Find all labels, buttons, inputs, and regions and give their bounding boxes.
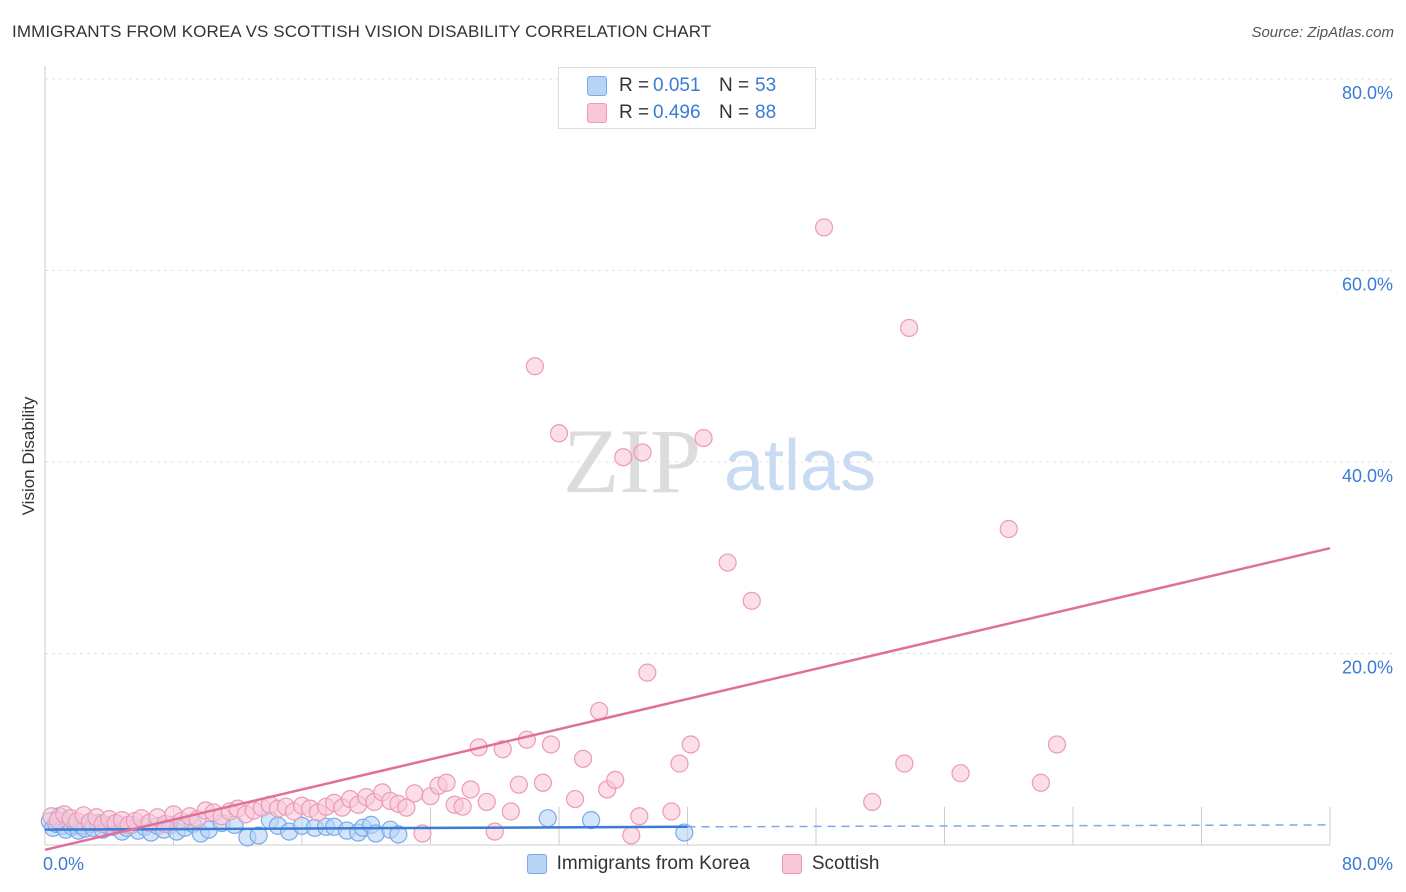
- legend-swatch-scottish: [781, 854, 802, 874]
- y-tick-labels: 20.0% 40.0% 60.0% 80.0%: [1342, 83, 1393, 678]
- scottish-trend-line: [44, 546, 1331, 852]
- scottish-point: [742, 591, 761, 610]
- scottish-point: [573, 749, 593, 768]
- scottish-point: [485, 822, 504, 841]
- scottish-n-label: N =: [719, 102, 750, 123]
- scottish-point: [606, 770, 625, 789]
- korea-r-value: 0.051: [653, 75, 701, 96]
- scottish-point: [517, 730, 536, 749]
- grid-lines: [45, 78, 1393, 654]
- scottish-point: [814, 218, 834, 237]
- korea-trend-extension: [687, 824, 1331, 828]
- scottish-point: [533, 773, 553, 792]
- scottish-point: [501, 802, 520, 821]
- scottish-point: [549, 424, 569, 443]
- watermark: ZIP atlas: [563, 410, 876, 512]
- series-legend: Immigrants from Korea Scottish: [0, 850, 1406, 878]
- korea-swatch: [587, 76, 607, 96]
- trend-lines: [44, 546, 1331, 852]
- scottish-point: [541, 735, 561, 754]
- chart-title: IMMIGRANTS FROM KOREA VS SCOTTISH VISION…: [12, 22, 712, 41]
- scatter-points: [40, 218, 1067, 847]
- scottish-point: [633, 443, 652, 462]
- korea-n-label: N =: [719, 75, 750, 96]
- scottish-point: [694, 428, 713, 448]
- y-tick-label: 60.0%: [1342, 275, 1393, 295]
- y-tick-label: 40.0%: [1342, 466, 1393, 486]
- y-tick-label: 20.0%: [1342, 658, 1393, 678]
- scottish-point: [405, 784, 424, 803]
- scottish-point: [493, 740, 512, 759]
- scottish-point: [900, 318, 919, 338]
- scottish-point: [670, 754, 689, 773]
- korea-point: [249, 826, 268, 845]
- scottish-swatch: [587, 103, 607, 123]
- scottish-point: [397, 798, 416, 817]
- x-tick-label-max: 80.0%: [1342, 854, 1393, 874]
- x-tick-label-min: 0.0%: [43, 854, 84, 874]
- legend-label-korea: Immigrants from Korea: [556, 853, 750, 874]
- scottish-point: [1047, 735, 1067, 754]
- scottish-point: [1031, 773, 1050, 792]
- korea-point: [538, 809, 557, 828]
- scottish-n-value: 88: [755, 102, 777, 123]
- korea-r-label: R =: [619, 75, 650, 96]
- y-tick-label: 80.0%: [1342, 83, 1393, 103]
- scottish-point: [525, 357, 545, 376]
- scottish-r-value: 0.496: [653, 102, 701, 123]
- scottish-point: [662, 802, 681, 821]
- scottish-point: [895, 754, 914, 773]
- scottish-point: [630, 807, 649, 826]
- scottish-point: [590, 701, 609, 721]
- watermark-zip: ZIP: [563, 410, 701, 512]
- legend-label-scottish: Scottish: [811, 853, 880, 874]
- legend-swatch-korea: [526, 854, 547, 874]
- scottish-point: [477, 792, 496, 812]
- stats-legend: R = 0.051 N = 53 R = 0.496 N = 88: [558, 67, 816, 129]
- scottish-point: [999, 519, 1018, 539]
- scottish-point: [509, 775, 528, 794]
- scottish-point: [638, 663, 657, 682]
- legend-item-scottish[interactable]: Scottish: [781, 853, 880, 875]
- stats-legend-row-scottish: R = 0.496 N = 88: [587, 100, 776, 126]
- scottish-point: [614, 448, 633, 467]
- scottish-point: [681, 735, 700, 754]
- korea-n-value: 53: [755, 75, 777, 96]
- scottish-point: [718, 553, 737, 572]
- korea-point: [582, 811, 601, 830]
- scottish-r-label: R =: [619, 102, 650, 123]
- korea-point: [389, 825, 408, 844]
- y-axis-label: Vision Disability: [19, 396, 38, 515]
- scottish-point: [863, 792, 882, 812]
- scottish-point: [565, 789, 585, 809]
- scottish-point: [437, 773, 456, 792]
- scottish-point: [453, 797, 472, 816]
- source-label: Source: ZipAtlas.com: [1251, 24, 1394, 41]
- legend-item-korea[interactable]: Immigrants from Korea: [526, 853, 750, 875]
- stats-legend-row-korea: R = 0.051 N = 53: [587, 73, 776, 99]
- x-tick-labels: 0.0% 80.0%: [43, 854, 1393, 874]
- scottish-point: [951, 764, 970, 783]
- watermark-atlas: atlas: [724, 426, 876, 506]
- korea-point: [675, 823, 694, 842]
- scottish-point: [461, 780, 480, 799]
- scottish-point: [622, 826, 641, 845]
- korea-trend-line: [44, 825, 688, 831]
